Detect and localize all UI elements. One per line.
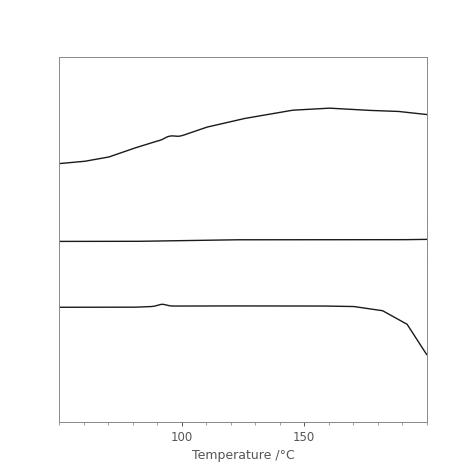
X-axis label: Temperature /°C: Temperature /°C [191,449,294,463]
